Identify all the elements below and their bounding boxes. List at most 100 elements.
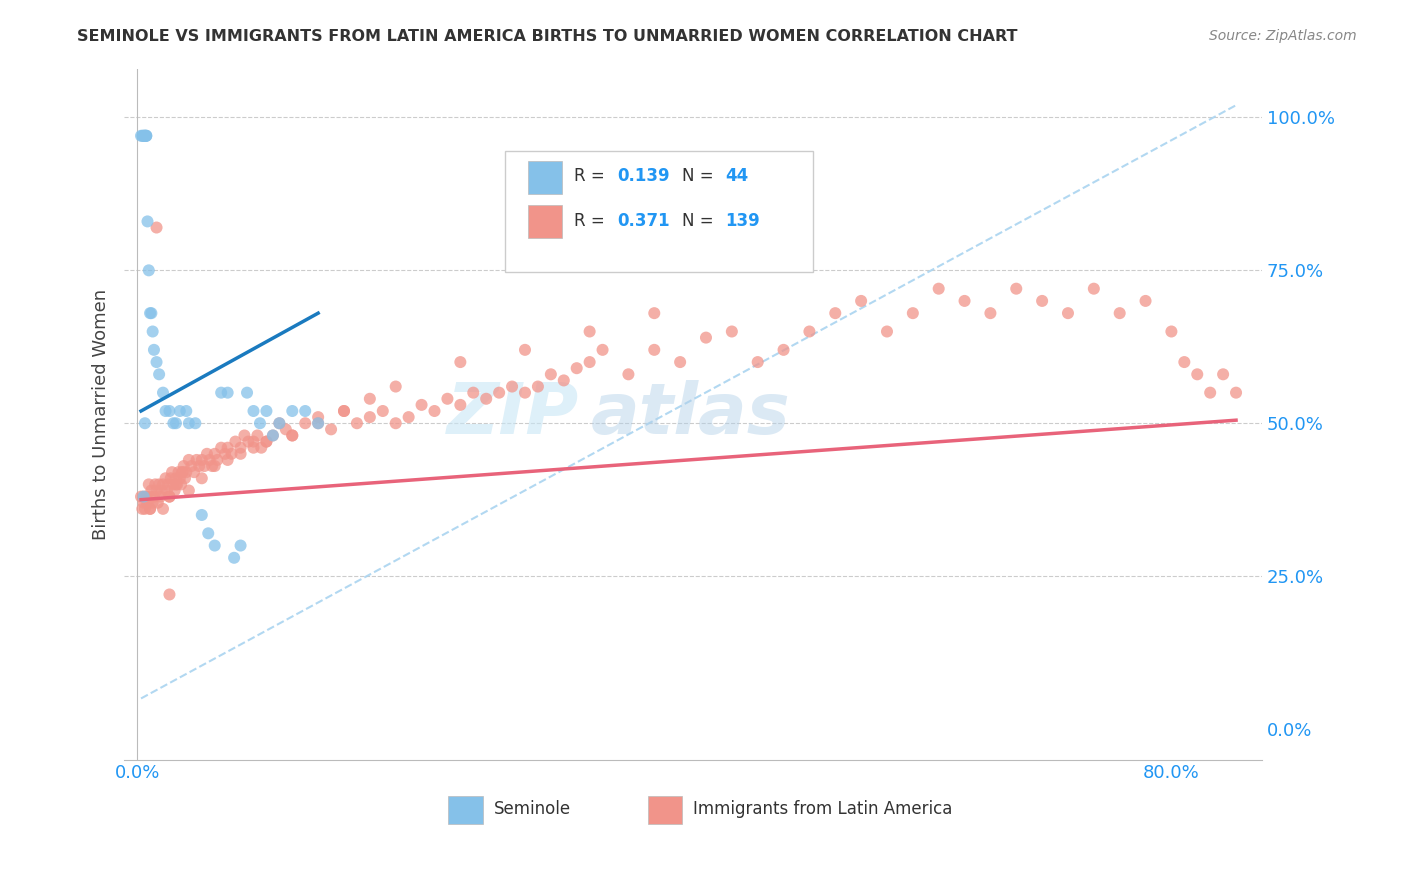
Text: Source: ZipAtlas.com: Source: ZipAtlas.com <box>1209 29 1357 43</box>
Point <box>384 416 406 430</box>
Point <box>254 434 277 449</box>
Point <box>359 392 381 406</box>
Point <box>191 508 214 522</box>
Point <box>134 128 156 143</box>
Point <box>131 501 153 516</box>
Point <box>449 355 471 369</box>
Point <box>669 355 692 369</box>
Point <box>384 379 406 393</box>
Point <box>294 404 316 418</box>
Point <box>131 128 153 143</box>
Point <box>721 325 744 339</box>
Point <box>141 483 163 498</box>
FancyBboxPatch shape <box>505 152 813 272</box>
Point <box>901 306 924 320</box>
Point <box>135 490 157 504</box>
Point <box>139 490 162 504</box>
Point <box>177 416 200 430</box>
Point <box>565 361 588 376</box>
Point <box>184 416 207 430</box>
Point <box>129 128 152 143</box>
Point <box>238 434 260 449</box>
Point <box>242 404 264 418</box>
Point <box>138 477 160 491</box>
Point <box>204 539 226 553</box>
Point <box>198 453 221 467</box>
Point <box>188 458 211 473</box>
Point <box>177 483 200 498</box>
Point <box>1225 385 1247 400</box>
Point <box>170 477 193 491</box>
Point <box>132 490 155 504</box>
Point <box>307 416 329 430</box>
Point <box>169 404 191 418</box>
Point <box>411 398 433 412</box>
Point <box>772 343 794 357</box>
Point <box>799 325 821 339</box>
Text: 44: 44 <box>725 167 748 185</box>
Point <box>186 453 208 467</box>
Point <box>142 490 165 504</box>
Point <box>371 404 394 418</box>
Point <box>193 458 215 473</box>
Point <box>449 398 471 412</box>
Point <box>928 282 950 296</box>
Point <box>262 428 284 442</box>
Point <box>553 373 575 387</box>
Point <box>155 404 177 418</box>
Point <box>281 428 304 442</box>
Point <box>221 447 243 461</box>
Point <box>214 447 236 461</box>
Text: Seminole: Seminole <box>494 800 571 818</box>
Point <box>134 416 156 430</box>
Point <box>172 465 194 479</box>
Point <box>747 355 769 369</box>
Point <box>142 343 165 357</box>
Point <box>195 447 218 461</box>
Point <box>152 477 174 491</box>
Point <box>1135 293 1157 308</box>
Point <box>824 306 846 320</box>
FancyBboxPatch shape <box>529 204 562 238</box>
Point <box>246 428 269 442</box>
Point <box>217 453 239 467</box>
Point <box>254 404 277 418</box>
Point <box>156 483 179 498</box>
Point <box>163 483 186 498</box>
Point <box>307 410 329 425</box>
Text: atlas: atlas <box>591 380 790 449</box>
Point <box>204 458 226 473</box>
Point <box>201 458 224 473</box>
Point <box>162 477 184 491</box>
Point <box>157 477 180 491</box>
Point <box>1212 368 1234 382</box>
Point <box>294 416 316 430</box>
Point <box>1199 385 1222 400</box>
Text: 0.371: 0.371 <box>617 211 669 229</box>
Point <box>1057 306 1080 320</box>
Point <box>250 441 273 455</box>
Point <box>155 471 177 485</box>
Point <box>501 379 523 393</box>
Point <box>166 477 188 491</box>
Point <box>209 385 232 400</box>
Point <box>513 385 536 400</box>
FancyBboxPatch shape <box>529 161 562 194</box>
Text: N =: N = <box>682 211 718 229</box>
Text: R =: R = <box>574 167 610 185</box>
Point <box>398 410 420 425</box>
Point <box>224 434 246 449</box>
Point <box>254 434 277 449</box>
Point <box>180 458 202 473</box>
Point <box>172 465 194 479</box>
Point <box>540 368 562 382</box>
Point <box>169 471 191 485</box>
Point <box>160 465 183 479</box>
Point <box>135 128 157 143</box>
Point <box>139 501 162 516</box>
Point <box>152 501 174 516</box>
Point <box>229 441 252 455</box>
Point <box>1173 355 1195 369</box>
Point <box>979 306 1001 320</box>
Point <box>695 330 717 344</box>
